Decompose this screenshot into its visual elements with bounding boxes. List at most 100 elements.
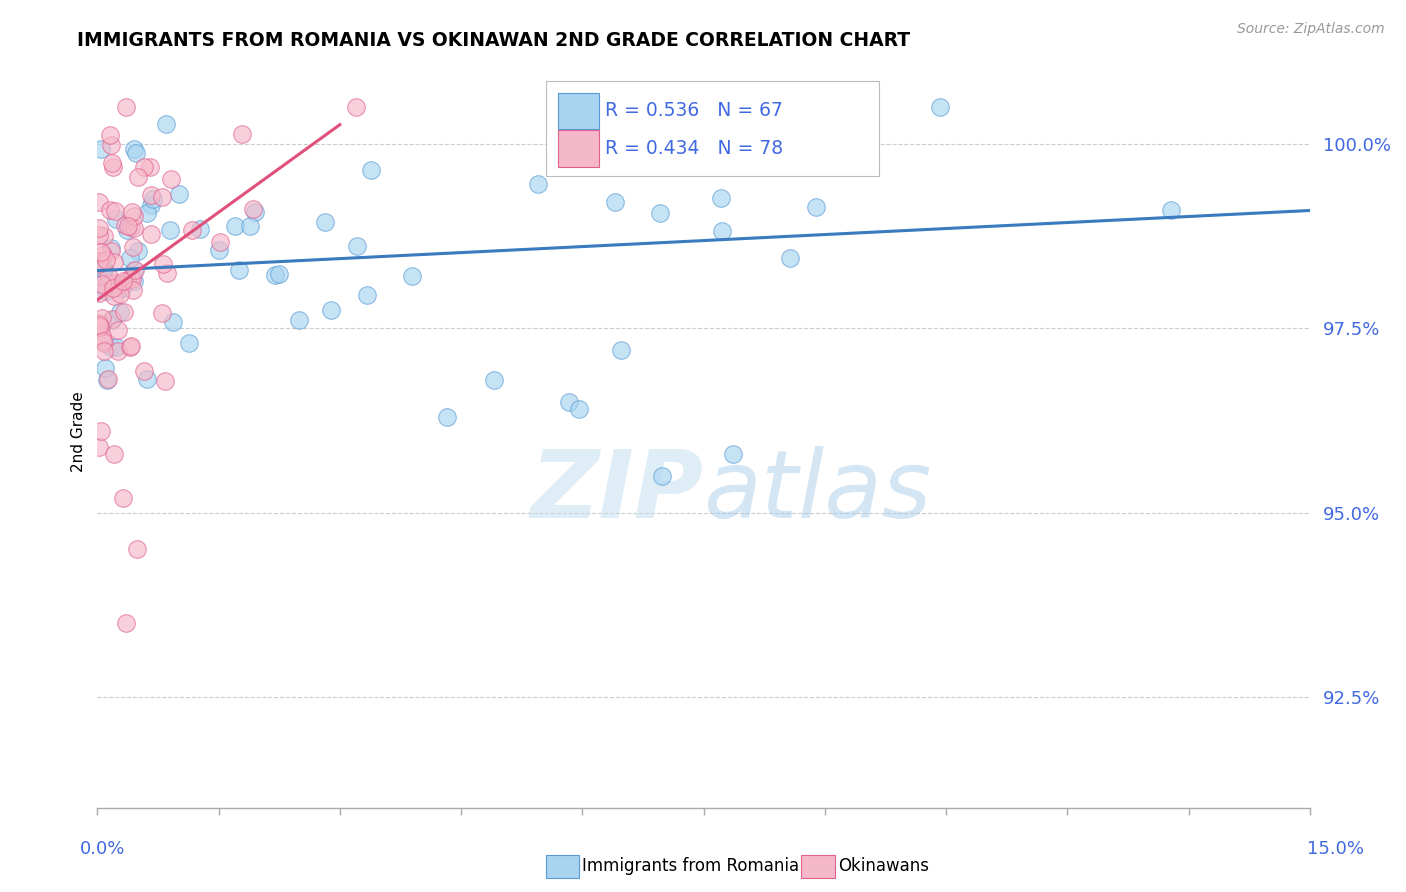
Point xyxy=(1160,203,1182,218)
Point xyxy=(162,315,184,329)
Point xyxy=(139,188,162,202)
Point xyxy=(87,194,110,209)
Point xyxy=(122,283,145,297)
Point xyxy=(100,241,122,255)
Point xyxy=(100,128,122,142)
Point xyxy=(98,202,121,217)
Point xyxy=(117,223,139,237)
Point xyxy=(929,100,952,114)
Point xyxy=(704,118,727,132)
Point xyxy=(87,228,110,243)
Point xyxy=(93,228,115,243)
Point xyxy=(90,244,112,259)
Point xyxy=(90,142,112,156)
Point xyxy=(89,285,111,300)
Text: R = 0.536   N = 67: R = 0.536 N = 67 xyxy=(606,102,783,120)
Point xyxy=(180,223,202,237)
Text: ZIP: ZIP xyxy=(530,446,703,538)
Point xyxy=(436,409,458,424)
Point xyxy=(93,262,115,277)
Point xyxy=(356,288,378,302)
Text: IMMIGRANTS FROM ROMANIA VS OKINAWAN 2ND GRADE CORRELATION CHART: IMMIGRANTS FROM ROMANIA VS OKINAWAN 2ND … xyxy=(77,31,911,50)
Point xyxy=(94,253,117,268)
Point xyxy=(87,318,110,333)
Point xyxy=(104,340,127,354)
Point xyxy=(91,334,114,348)
Point xyxy=(314,215,336,229)
Point xyxy=(132,363,155,377)
Point xyxy=(150,306,173,320)
Point xyxy=(101,311,124,326)
Point xyxy=(142,192,165,206)
Point xyxy=(103,277,125,291)
FancyBboxPatch shape xyxy=(558,93,599,128)
Point xyxy=(96,373,118,387)
Point xyxy=(122,142,145,156)
Point xyxy=(124,263,146,277)
Point xyxy=(267,268,290,282)
Point xyxy=(319,302,342,317)
Point xyxy=(107,323,129,337)
Point xyxy=(104,204,127,219)
Point xyxy=(711,224,734,238)
Point xyxy=(89,320,111,334)
Point xyxy=(239,219,262,234)
Point xyxy=(120,270,142,285)
Point xyxy=(112,305,135,319)
Point xyxy=(93,335,115,350)
FancyBboxPatch shape xyxy=(558,130,599,167)
Point xyxy=(482,373,505,387)
Point xyxy=(118,340,141,354)
Text: Okinawans: Okinawans xyxy=(838,857,929,875)
Point xyxy=(97,268,120,283)
Point xyxy=(160,171,183,186)
Point xyxy=(360,162,382,177)
Point xyxy=(120,220,142,235)
Point xyxy=(263,268,285,282)
Point xyxy=(93,344,115,359)
Point xyxy=(648,206,671,220)
Point xyxy=(779,251,801,265)
FancyBboxPatch shape xyxy=(546,81,879,176)
Point xyxy=(87,254,110,268)
Point xyxy=(89,316,111,330)
Point xyxy=(127,244,149,258)
Point xyxy=(190,222,212,236)
Point xyxy=(93,262,115,277)
Point xyxy=(105,212,128,227)
Point xyxy=(96,276,118,290)
Point xyxy=(114,219,136,233)
Point xyxy=(87,440,110,454)
Point xyxy=(224,219,246,234)
Point xyxy=(527,177,550,191)
Point xyxy=(159,223,181,237)
Point xyxy=(100,244,122,258)
Point xyxy=(243,205,266,219)
Point xyxy=(610,343,633,358)
Point xyxy=(90,277,112,292)
Point xyxy=(120,252,142,266)
Point xyxy=(91,311,114,326)
Point xyxy=(91,277,114,292)
Text: Source: ZipAtlas.com: Source: ZipAtlas.com xyxy=(1237,22,1385,37)
Point xyxy=(132,160,155,174)
Point xyxy=(124,145,146,160)
Point xyxy=(139,227,162,242)
Point xyxy=(754,110,776,124)
Point xyxy=(153,374,176,388)
Point xyxy=(96,372,118,386)
Point xyxy=(93,261,115,276)
Y-axis label: 2nd Grade: 2nd Grade xyxy=(72,391,86,472)
Point xyxy=(344,100,367,114)
Point xyxy=(121,240,143,254)
Point xyxy=(717,124,740,138)
Point xyxy=(90,424,112,438)
Point xyxy=(242,202,264,217)
Point xyxy=(121,271,143,285)
Point xyxy=(115,100,138,114)
Point xyxy=(117,219,139,234)
Text: R = 0.434   N = 78: R = 0.434 N = 78 xyxy=(606,139,783,158)
Point xyxy=(91,248,114,262)
Point xyxy=(139,161,162,175)
Point xyxy=(401,268,423,283)
